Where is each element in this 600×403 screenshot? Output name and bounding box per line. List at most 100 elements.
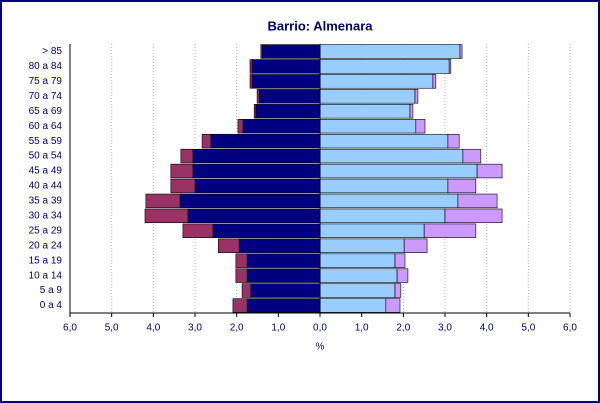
bar — [319, 208, 446, 224]
x-tick-label: 1,0 — [271, 323, 285, 334]
bar — [319, 178, 449, 194]
bar — [250, 283, 321, 298]
bar — [235, 268, 248, 283]
x-tick-label: 5,0 — [521, 323, 535, 334]
chart-title: Barrio: Almenara — [268, 18, 374, 33]
bar — [476, 163, 503, 179]
x-axis-label: % — [316, 342, 325, 353]
bar — [246, 268, 321, 283]
bar — [251, 74, 321, 89]
bar — [319, 104, 411, 119]
x-tick-label: 5,0 — [105, 323, 119, 334]
y-tick-label: 75 a 79 — [29, 76, 63, 87]
y-tick-label: 70 a 74 — [29, 91, 63, 102]
y-tick-label: 50 a 54 — [29, 151, 63, 162]
x-tick-label: 6,0 — [563, 323, 577, 334]
bar — [187, 208, 321, 224]
bar — [448, 59, 452, 74]
bar — [462, 148, 482, 164]
bar — [192, 148, 321, 164]
bar — [237, 119, 244, 134]
x-tick-label: 0,0 — [313, 323, 327, 334]
bar — [179, 193, 321, 209]
bar — [201, 133, 212, 149]
bar — [218, 238, 240, 253]
bar — [246, 298, 321, 313]
y-tick-label: 60 a 64 — [29, 121, 63, 132]
bar — [457, 193, 498, 209]
bar — [319, 133, 449, 149]
bar — [246, 253, 321, 268]
bar — [242, 119, 321, 134]
y-tick-label: 45 a 49 — [29, 166, 63, 177]
bar — [170, 178, 196, 194]
bar — [432, 74, 437, 89]
bar — [182, 223, 214, 238]
bar — [415, 119, 426, 134]
bar — [249, 59, 253, 74]
bar — [394, 283, 402, 298]
bar — [319, 283, 396, 298]
bar — [447, 133, 460, 149]
x-tick-label: 3,0 — [188, 323, 202, 334]
bar — [212, 223, 321, 238]
bar — [423, 223, 477, 238]
x-tick-label: 2,0 — [396, 323, 410, 334]
bar — [319, 74, 434, 89]
x-tick-label: 4,0 — [146, 323, 160, 334]
y-tick-label: 10 a 14 — [29, 270, 63, 281]
bar — [192, 163, 321, 179]
y-tick-label: 20 a 24 — [29, 240, 63, 251]
y-tick-label: 65 a 69 — [29, 106, 63, 117]
bar — [459, 44, 463, 59]
bar — [319, 89, 416, 104]
bar — [319, 44, 461, 59]
bar — [232, 298, 248, 313]
bar — [256, 89, 260, 104]
bar — [145, 193, 181, 209]
bar — [447, 178, 477, 194]
bar — [319, 148, 464, 164]
y-tick-label: 80 a 84 — [29, 61, 63, 72]
bar — [253, 104, 257, 119]
bar — [241, 283, 252, 298]
y-tick-label: > 85 — [42, 46, 62, 57]
x-tick-label: 3,0 — [438, 323, 452, 334]
bar — [396, 268, 409, 283]
bar — [249, 74, 253, 89]
bar — [319, 193, 459, 209]
bar — [403, 238, 428, 253]
bar — [409, 104, 414, 119]
bar — [319, 298, 387, 313]
bar — [194, 178, 321, 194]
bar — [394, 253, 406, 268]
bar — [319, 163, 478, 179]
y-tick-label: 30 a 34 — [29, 211, 63, 222]
bar — [319, 119, 417, 134]
bar — [260, 44, 263, 59]
bar — [385, 298, 401, 313]
bar — [180, 148, 194, 164]
bar — [238, 238, 321, 253]
bar — [414, 89, 419, 104]
x-tick-label: 1,0 — [355, 323, 369, 334]
bar — [319, 59, 450, 74]
bar — [170, 163, 194, 179]
bar — [255, 104, 321, 119]
bar — [261, 44, 321, 59]
x-tick-label: 6,0 — [63, 323, 77, 334]
bar — [251, 59, 321, 74]
bar — [319, 238, 405, 253]
y-tick-label: 35 a 39 — [29, 196, 63, 207]
bar — [235, 253, 248, 268]
bar — [258, 89, 321, 104]
bar — [319, 253, 396, 268]
y-tick-label: 0 a 4 — [40, 300, 63, 311]
y-tick-label: 15 a 19 — [29, 255, 63, 266]
x-tick-label: 2,0 — [230, 323, 244, 334]
bar — [319, 223, 425, 238]
y-tick-label: 40 a 44 — [29, 181, 63, 192]
y-tick-label: 55 a 59 — [29, 136, 63, 147]
bar — [144, 208, 189, 224]
